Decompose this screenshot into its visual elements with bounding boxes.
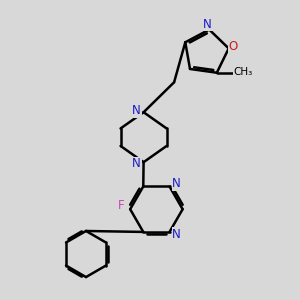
Text: N: N	[172, 177, 181, 190]
Text: N: N	[132, 157, 141, 170]
Text: O: O	[228, 40, 238, 53]
Text: CH₃: CH₃	[234, 67, 253, 77]
Text: N: N	[203, 18, 212, 31]
Text: N: N	[132, 104, 141, 117]
Text: F: F	[118, 199, 124, 212]
Text: N: N	[172, 228, 181, 241]
